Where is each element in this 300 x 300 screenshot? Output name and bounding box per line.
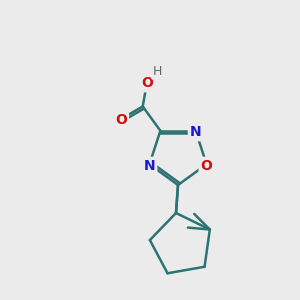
Text: N: N <box>190 125 201 139</box>
Text: O: O <box>141 76 153 90</box>
Text: H: H <box>152 65 162 78</box>
Text: N: N <box>144 159 155 173</box>
Text: O: O <box>201 159 212 173</box>
Text: O: O <box>115 113 127 128</box>
